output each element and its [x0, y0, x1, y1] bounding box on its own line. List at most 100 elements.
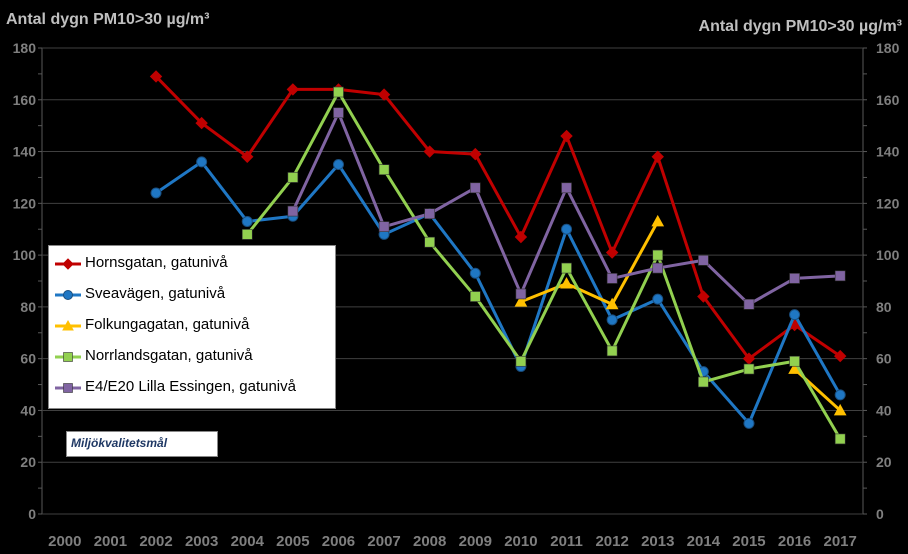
- data-point: [63, 352, 73, 362]
- x-tick-label: 2017: [824, 533, 857, 550]
- data-point: [287, 172, 299, 183]
- data-point: [62, 319, 74, 331]
- x-tick-label: 2007: [367, 533, 400, 550]
- data-point: [652, 249, 664, 261]
- data-point: [789, 273, 800, 284]
- data-point: [514, 295, 528, 307]
- data-point: [560, 277, 573, 289]
- y-tick-label-right: 80: [876, 299, 892, 315]
- data-point: [833, 403, 847, 416]
- data-point: [378, 221, 390, 232]
- data-point: [561, 182, 572, 194]
- data-point: [606, 345, 618, 357]
- legend: Hornsgatan, gatunivå Sveavägen, gatunivå…: [48, 245, 336, 409]
- legend-item-folkungagatan: Folkungagatan, gatunivå: [49, 311, 335, 341]
- data-point: [377, 88, 391, 101]
- legend-swatch-norrlandsgatan: [55, 352, 81, 362]
- data-point: [515, 288, 527, 300]
- data-point: [834, 270, 846, 282]
- legend-label: Hornsgatan, gatunivå: [85, 254, 228, 271]
- data-point: [651, 150, 664, 163]
- target-annotation: Miljökvalitetsmål: [66, 431, 218, 457]
- legend-swatch-lilla-essingen: [55, 383, 81, 393]
- data-point: [469, 267, 481, 279]
- data-point: [287, 205, 299, 217]
- x-tick-label: 2010: [504, 533, 537, 550]
- data-point: [470, 182, 481, 194]
- series-3: [241, 86, 846, 445]
- y-axis-right-title: Antal dygn PM10>30 µg/m³: [699, 18, 902, 35]
- legend-item-lilla-essingen: E4/E20 Lilla Essingen, gatunivå: [49, 373, 335, 403]
- data-point: [560, 129, 573, 143]
- data-point: [515, 355, 527, 367]
- y-tick-label-right: 60: [876, 351, 892, 367]
- x-axis-ticks: 2000 2001 2002 2003 2004 2005 2006 2007 2008 2009…: [48, 533, 857, 550]
- y-tick-label-right: 160: [876, 92, 900, 108]
- data-point: [63, 383, 73, 393]
- x-tick-label: 2001: [94, 533, 127, 550]
- y-tick-label-left: 100: [13, 247, 37, 263]
- y-tick-label-left: 120: [13, 195, 37, 211]
- target-label: Miljökvalitetsmål: [71, 436, 168, 450]
- y-tick-label-right: 0: [876, 506, 884, 522]
- data-point: [423, 145, 436, 158]
- y-tick-label-left: 160: [13, 92, 37, 108]
- data-point: [743, 363, 755, 375]
- legend-swatch-folkungagatan: [55, 319, 81, 331]
- data-point: [241, 150, 254, 163]
- data-point: [605, 246, 619, 259]
- legend-item-norrlandsgatan: Norrlandsgatan, gatunivå: [49, 342, 335, 372]
- data-point: [150, 187, 162, 199]
- legend-item-hornsgatan: Hornsgatan, gatunivå: [49, 249, 335, 279]
- x-tick-label: 2014: [687, 533, 721, 550]
- series-layer: [149, 70, 847, 445]
- x-tick-label: 2012: [595, 533, 628, 550]
- y-tick-label-left: 40: [20, 402, 36, 418]
- y-tick-label-left: 80: [20, 299, 36, 315]
- data-point: [697, 290, 710, 303]
- data-point: [606, 273, 618, 284]
- data-point: [561, 262, 572, 274]
- x-tick-label: 2005: [276, 533, 309, 550]
- y-tick-label-left: 140: [13, 144, 37, 160]
- data-point: [424, 236, 435, 248]
- y-tick-label-right: 100: [876, 247, 900, 263]
- x-tick-label: 2008: [413, 533, 446, 550]
- data-point: [286, 83, 300, 96]
- legend-swatch-sveavagen: [55, 290, 81, 300]
- legend-item-sveavagen: Sveavägen, gatunivå: [49, 280, 335, 310]
- x-tick-label: 2016: [778, 533, 811, 550]
- y-tick-label-right: 40: [876, 402, 892, 418]
- y-tick-label-right: 180: [876, 40, 900, 56]
- data-point: [606, 314, 618, 326]
- data-point: [196, 156, 208, 168]
- data-point: [514, 230, 528, 244]
- data-point: [149, 70, 163, 83]
- data-point: [469, 147, 482, 161]
- data-point: [652, 293, 664, 305]
- y-tick-label-right: 140: [876, 144, 900, 160]
- x-tick-label: 2015: [732, 533, 765, 550]
- legend-label: E4/E20 Lilla Essingen, gatunivå: [85, 378, 296, 395]
- y-axis-left-title: Antal dygn PM10>30 µg/m³: [6, 11, 209, 28]
- data-point: [652, 262, 664, 274]
- data-point: [470, 291, 481, 302]
- data-point: [62, 258, 74, 270]
- series-line: [155, 160, 842, 425]
- data-point: [651, 214, 665, 227]
- data-point: [698, 254, 709, 266]
- x-tick-label: 2003: [185, 533, 218, 550]
- data-point: [743, 417, 755, 429]
- y-tick-label-right: 20: [876, 454, 892, 470]
- data-point: [63, 290, 73, 300]
- data-point: [333, 107, 344, 119]
- series-line: [246, 90, 842, 440]
- y-tick-label-left: 60: [20, 351, 36, 367]
- series-line: [520, 220, 660, 306]
- legend-swatch-hornsgatan: [55, 258, 81, 270]
- x-tick-label: 2006: [322, 533, 355, 550]
- data-point: [743, 298, 755, 310]
- y-tick-label-left: 20: [20, 454, 36, 470]
- data-point: [333, 86, 344, 98]
- data-point: [789, 309, 801, 321]
